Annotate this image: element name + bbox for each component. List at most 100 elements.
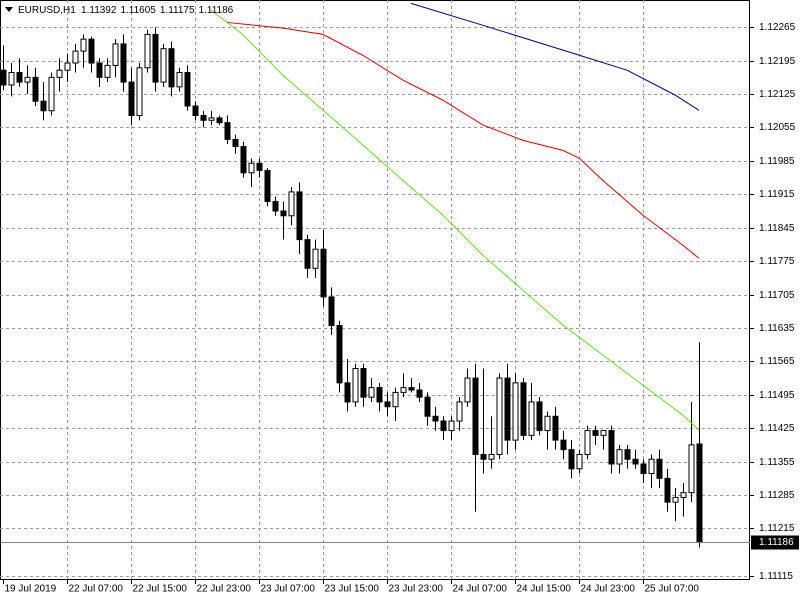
- candle-body: [512, 382, 519, 441]
- candle-body: [360, 368, 367, 398]
- candle-body: [144, 33, 151, 69]
- candle-body: [496, 377, 503, 455]
- x-tick-label: 23 Jul 15:00: [325, 584, 380, 595]
- chart-header: EURUSD,H1 1.11392 1.11605 1.11175 1.11186: [18, 5, 234, 16]
- candle-body: [576, 453, 583, 470]
- close-value: 1.11186: [199, 5, 234, 16]
- candle-body: [440, 420, 447, 432]
- y-tick-label: 1.12125: [759, 89, 796, 100]
- candle-body: [304, 239, 311, 269]
- candle-body: [560, 439, 567, 451]
- y-tick-label: 1.11495: [759, 390, 795, 401]
- candle-body: [472, 377, 479, 455]
- moving-average: [410, 2, 700, 111]
- y-tick-label: 1.11215: [759, 523, 795, 534]
- x-tick-label: 25 Jul 07:00: [645, 584, 700, 595]
- candle-body: [384, 401, 391, 408]
- candle-body: [24, 76, 31, 83]
- candle-body: [456, 401, 463, 422]
- candle-body: [40, 100, 47, 112]
- candle-body: [96, 62, 103, 78]
- candle-body: [120, 43, 127, 83]
- y-tick-label: 1.11705: [759, 290, 795, 301]
- y-tick-label: 1.11355: [759, 457, 795, 468]
- candle-body: [688, 444, 695, 494]
- y-tick-label: 1.11565: [759, 356, 795, 367]
- candle-body: [400, 387, 407, 393]
- candle-body: [224, 122, 231, 140]
- candle-body: [584, 430, 591, 455]
- candle-body: [168, 48, 175, 88]
- price-tag: [751, 535, 799, 550]
- candle-body: [464, 377, 471, 403]
- y-tick-label: 1.11915: [759, 189, 795, 200]
- candle-body: [376, 387, 383, 403]
- candle-body: [1, 69, 7, 86]
- candle-body: [200, 115, 207, 121]
- candle-body: [256, 162, 263, 171]
- candle-body: [320, 248, 327, 298]
- candle-body: [160, 48, 167, 83]
- candle-body: [288, 191, 295, 217]
- candle-body: [632, 458, 639, 465]
- candle-body: [488, 453, 495, 460]
- candle-body: [432, 415, 439, 422]
- plot-frame: [0, 0, 750, 580]
- candle-body: [64, 62, 71, 71]
- y-tick-label: 1.11425: [759, 423, 795, 434]
- y-tick-label: 1.12055: [759, 122, 796, 133]
- candle-body: [392, 391, 399, 408]
- candle-body: [672, 496, 679, 503]
- candle-body: [280, 210, 287, 217]
- candle-body: [176, 72, 183, 88]
- candle-body: [408, 387, 415, 391]
- x-tick-label: 22 Jul 07:00: [69, 584, 124, 595]
- x-tick-label: 24 Jul 23:00: [581, 584, 636, 595]
- candle-body: [32, 76, 39, 102]
- candle-body: [696, 443, 703, 543]
- x-tick-label: 23 Jul 23:00: [389, 584, 444, 595]
- candle-body: [520, 382, 527, 436]
- y-tick-label: 1.12195: [759, 56, 796, 67]
- open-value: 1.11392: [81, 5, 117, 16]
- candle-body: [664, 477, 671, 503]
- x-tick-label: 24 Jul 15:00: [517, 584, 572, 595]
- candle-body: [640, 463, 647, 475]
- candle-body: [528, 401, 535, 436]
- x-tick-label: 19 Jul 2019: [5, 584, 57, 595]
- candle-body: [416, 389, 423, 398]
- candle-body: [192, 105, 199, 117]
- moving-average: [226, 21, 700, 259]
- candle-body: [232, 138, 239, 148]
- candle-body: [328, 296, 335, 327]
- candle-body: [72, 50, 79, 64]
- candle-body: [544, 415, 551, 432]
- candle-body: [504, 377, 511, 441]
- candle-body: [312, 248, 319, 269]
- y-tick-label: 1.11775: [759, 256, 795, 267]
- candle-body: [8, 72, 15, 86]
- candle-body: [264, 169, 271, 202]
- price-tag-label: 1.11186: [759, 537, 794, 548]
- grid: [0, 0, 750, 580]
- axes: 1.12265 1.12195 1.12125 1.12055 1.11985 1.119…: [3, 22, 799, 595]
- candle-body: [88, 38, 95, 64]
- candle-body: [56, 69, 63, 78]
- candle-body: [600, 430, 607, 436]
- marks: [1, 2, 750, 548]
- candle-body: [112, 43, 119, 66]
- candle-body: [136, 67, 143, 117]
- candle-body: [16, 72, 23, 83]
- y-tick-label: 1.11845: [759, 223, 795, 234]
- candle-body: [552, 415, 559, 441]
- moving-average: [210, 9, 700, 431]
- candle-body: [128, 81, 135, 117]
- low-value: 1.11175: [160, 5, 195, 16]
- candle-body: [296, 191, 303, 241]
- candle-body: [248, 162, 255, 174]
- candle-body: [216, 117, 223, 124]
- candle-body: [536, 401, 543, 432]
- menu-arrow[interactable]: [5, 7, 13, 12]
- high-value: 1.11605: [120, 5, 156, 16]
